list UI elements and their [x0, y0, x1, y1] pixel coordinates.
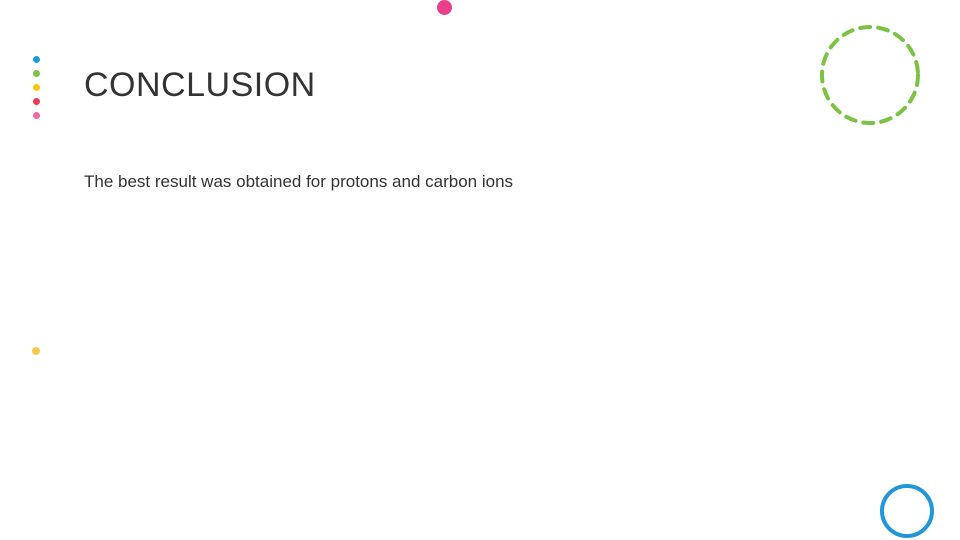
left-dot-icon [33, 70, 40, 77]
slide-title: CONCLUSION [84, 66, 316, 105]
left-dot-icon [33, 98, 40, 105]
yellow-dot-midleft-icon [32, 347, 40, 355]
pink-dot-top-icon [437, 0, 452, 15]
left-dot-icon [33, 84, 40, 91]
left-dot-icon [33, 56, 40, 63]
blue-ring-icon [880, 484, 934, 538]
slide-body-text: The best result was obtained for protons… [84, 172, 513, 192]
dashed-circle-icon [818, 23, 922, 127]
left-dot-icon [33, 112, 40, 119]
